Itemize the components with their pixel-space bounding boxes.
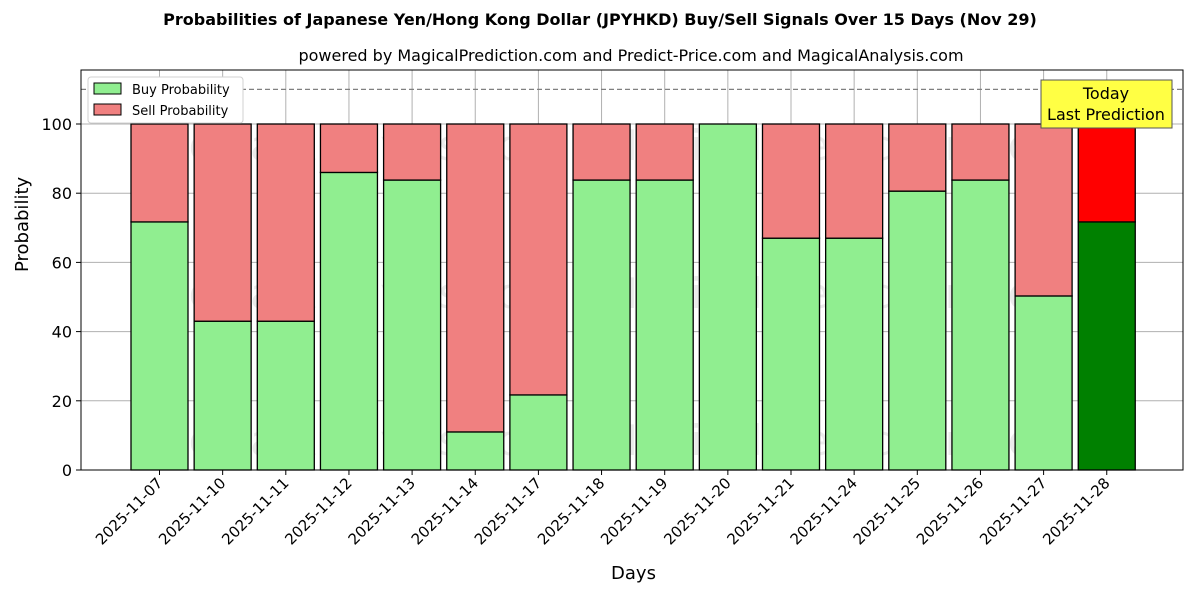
x-tick-label: 2025-11-20	[660, 474, 734, 548]
buy-bar	[256, 320, 315, 471]
buy-bar	[1077, 221, 1136, 471]
sell-bar	[382, 123, 442, 181]
x-tick-label: 2025-11-18	[534, 474, 608, 548]
sell-bar	[761, 123, 821, 239]
sell-bar	[1077, 123, 1136, 223]
legend-swatch-sell	[93, 103, 122, 116]
y-tick-label: 40	[52, 323, 72, 342]
today-annotation-box	[1040, 79, 1173, 129]
buy-bar	[130, 221, 189, 471]
buy-bar	[698, 123, 757, 471]
x-tick-label: 2025-11-21	[723, 474, 797, 548]
x-tick-label: 2025-11-25	[850, 474, 924, 548]
x-tick-label: 2025-11-11	[218, 474, 292, 548]
x-tick-label: 2025-11-27	[976, 474, 1050, 548]
buy-bar	[825, 237, 884, 471]
x-tick-label: 2025-11-14	[408, 474, 482, 548]
x-tick-label: 2025-11-12	[281, 474, 355, 548]
buy-bar	[888, 190, 947, 471]
y-tick-label: 60	[52, 253, 72, 272]
sell-bar	[825, 123, 884, 239]
x-tick-label: 2025-11-13	[345, 474, 419, 548]
buy-bar	[382, 179, 442, 471]
sell-bar	[193, 123, 252, 322]
y-tick-label: 0	[62, 461, 72, 480]
y-tick-label: 80	[52, 184, 72, 203]
sell-bar	[130, 123, 189, 223]
buy-bar	[572, 179, 631, 471]
sell-bar	[572, 123, 631, 181]
sell-bar	[951, 123, 1010, 181]
sell-bar	[446, 123, 505, 433]
x-tick-label: 2025-11-10	[155, 474, 229, 548]
sell-bar	[1014, 123, 1073, 297]
sell-bar	[319, 123, 379, 174]
x-axis-label: Days	[611, 563, 656, 584]
x-tick-label: 2025-11-07	[92, 474, 166, 548]
today-annotation-line2: Last Prediction	[1047, 105, 1165, 124]
buy-bar	[635, 179, 694, 471]
y-tick-label: 100	[41, 115, 72, 134]
chart-subtitle: powered by MagicalPrediction.com and Pre…	[298, 46, 964, 65]
buy-bar	[1014, 295, 1073, 471]
today-annotation-line1: Today	[1082, 84, 1129, 103]
legend-box	[87, 76, 244, 124]
plot-frame	[80, 69, 1184, 471]
buy-bar	[193, 320, 252, 471]
chart-title: Probabilities of Japanese Yen/Hong Kong …	[163, 10, 1037, 29]
buy-bar	[446, 431, 505, 471]
buy-bar	[509, 394, 568, 471]
sell-bar	[888, 123, 947, 192]
sell-bar	[256, 123, 315, 322]
x-tick-label: 2025-11-28	[1039, 474, 1113, 548]
sell-bar	[635, 123, 694, 181]
legend-label-sell: Sell Probability	[132, 104, 229, 119]
legend-swatch-buy	[93, 82, 122, 95]
buy-bar	[319, 171, 379, 471]
buy-bar	[761, 237, 821, 471]
x-tick-label: 2025-11-17	[471, 474, 545, 548]
y-tick-label: 20	[52, 392, 72, 411]
legend-label-buy: Buy Probability	[132, 83, 230, 98]
sell-bar	[509, 123, 568, 396]
x-tick-label: 2025-11-24	[787, 474, 861, 548]
x-tick-label: 2025-11-26	[913, 474, 987, 548]
buy-bar	[951, 179, 1010, 471]
x-tick-label: 2025-11-19	[597, 474, 671, 548]
